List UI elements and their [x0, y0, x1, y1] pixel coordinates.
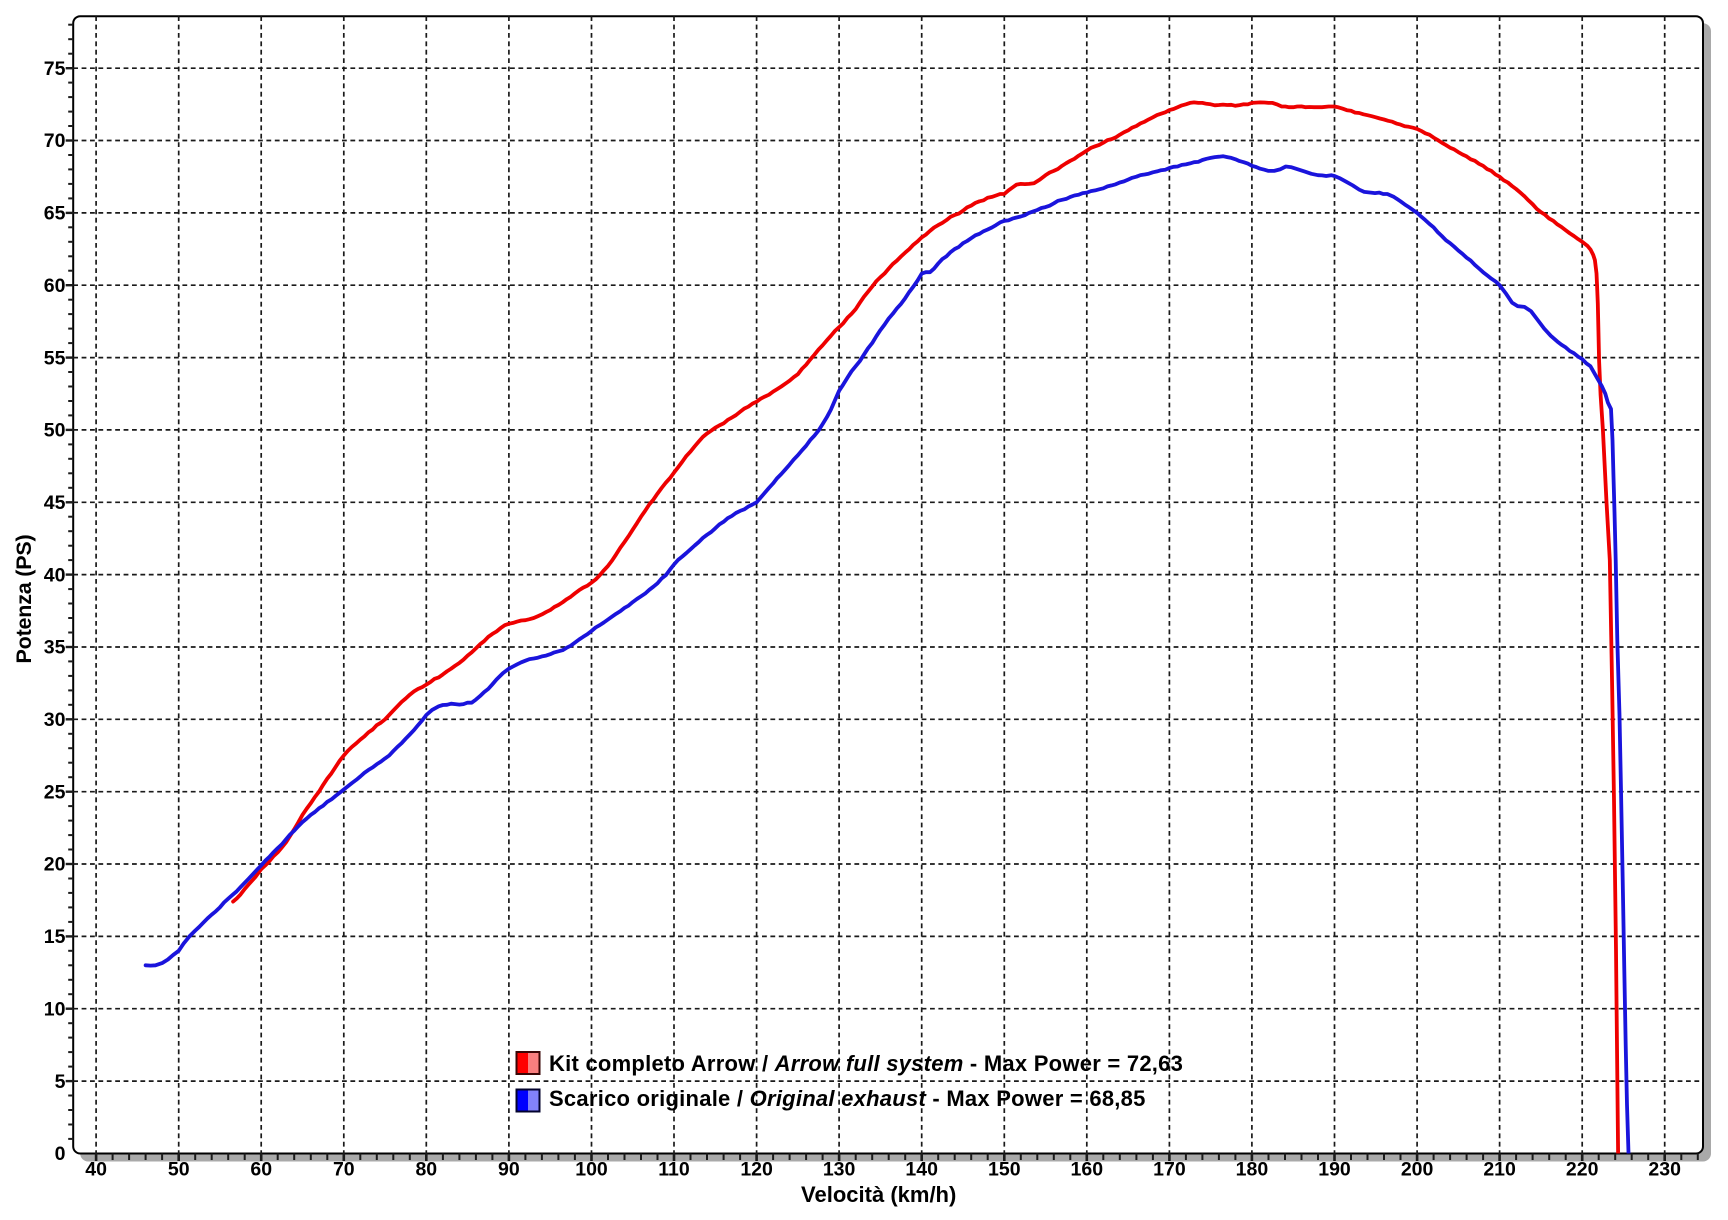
- svg-text:180: 180: [1236, 1159, 1269, 1181]
- svg-text:70: 70: [44, 130, 66, 152]
- svg-text:100: 100: [575, 1159, 608, 1181]
- svg-text:Kit completo Arrow / Arrow ful: Kit completo Arrow / Arrow full system -…: [549, 1051, 1183, 1076]
- svg-text:20: 20: [44, 854, 66, 876]
- svg-text:40: 40: [85, 1159, 107, 1181]
- svg-text:10: 10: [44, 998, 66, 1020]
- svg-text:15: 15: [44, 926, 66, 948]
- svg-text:170: 170: [1153, 1159, 1186, 1181]
- svg-text:40: 40: [44, 564, 66, 586]
- svg-text:30: 30: [44, 709, 66, 731]
- svg-text:130: 130: [823, 1159, 856, 1181]
- svg-text:55: 55: [44, 347, 66, 369]
- svg-text:160: 160: [1071, 1159, 1104, 1181]
- svg-text:45: 45: [44, 492, 66, 514]
- svg-text:230: 230: [1648, 1159, 1681, 1181]
- svg-text:35: 35: [44, 637, 66, 659]
- svg-text:190: 190: [1318, 1159, 1351, 1181]
- svg-text:110: 110: [658, 1159, 690, 1181]
- svg-text:75: 75: [44, 58, 66, 80]
- svg-text:60: 60: [44, 275, 66, 297]
- svg-text:90: 90: [498, 1159, 520, 1181]
- svg-text:25: 25: [44, 781, 66, 803]
- svg-text:0: 0: [55, 1143, 66, 1165]
- svg-text:50: 50: [168, 1159, 190, 1181]
- svg-text:60: 60: [250, 1159, 272, 1181]
- svg-text:Scarico originale / Original e: Scarico originale / Original exhaust - M…: [549, 1086, 1146, 1111]
- svg-text:50: 50: [44, 420, 66, 442]
- svg-text:140: 140: [905, 1159, 938, 1181]
- svg-text:210: 210: [1483, 1159, 1516, 1181]
- svg-text:Velocità (km/h): Velocità (km/h): [801, 1182, 956, 1207]
- svg-text:200: 200: [1401, 1159, 1434, 1181]
- svg-text:150: 150: [988, 1159, 1021, 1181]
- svg-text:220: 220: [1566, 1159, 1599, 1181]
- svg-text:5: 5: [55, 1071, 66, 1093]
- svg-text:80: 80: [415, 1159, 437, 1181]
- svg-text:65: 65: [44, 203, 66, 225]
- svg-text:120: 120: [740, 1159, 773, 1181]
- svg-text:Potenza (PS): Potenza (PS): [12, 534, 36, 663]
- svg-text:70: 70: [333, 1159, 355, 1181]
